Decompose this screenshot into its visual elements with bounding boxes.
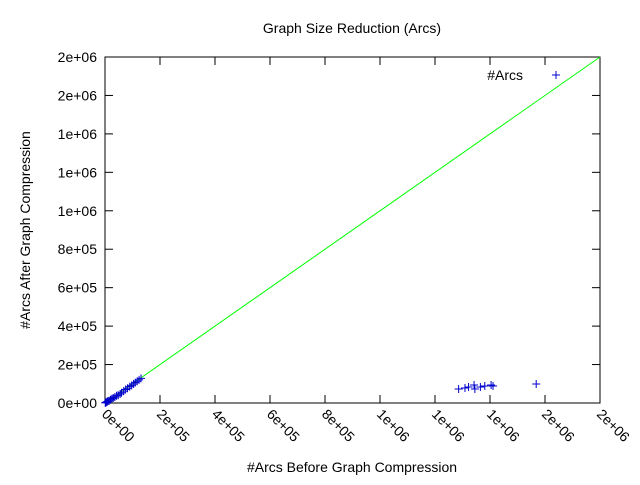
y-tick-label: 1e+06 bbox=[58, 203, 98, 219]
data-point bbox=[489, 382, 498, 391]
data-point bbox=[480, 382, 489, 391]
data-point bbox=[121, 385, 130, 394]
data-point bbox=[476, 383, 485, 392]
legend-marker bbox=[552, 71, 560, 79]
data-point bbox=[487, 381, 496, 390]
data-point bbox=[460, 384, 469, 393]
data-point bbox=[464, 383, 473, 392]
y-tick-label: 2e+05 bbox=[58, 357, 98, 373]
data-point bbox=[103, 397, 112, 406]
y-tick-label: 1e+06 bbox=[58, 126, 98, 142]
y-tick-label: 6e+05 bbox=[58, 280, 98, 296]
data-point bbox=[470, 381, 479, 390]
y-tick-label: 8e+05 bbox=[58, 241, 98, 257]
x-axis-label: #Arcs Before Graph Compression bbox=[247, 459, 457, 475]
data-point bbox=[532, 380, 541, 389]
legend-label: #Arcs bbox=[487, 67, 523, 83]
y-axis-label: #Arcs After Graph Compression bbox=[17, 131, 33, 329]
y-tick-label: 1e+06 bbox=[58, 164, 98, 180]
data-point bbox=[137, 374, 146, 383]
reference-line bbox=[104, 56, 601, 404]
y-tick-label: 2e+06 bbox=[58, 87, 98, 103]
data-point bbox=[135, 375, 144, 384]
y-tick-label: 0e+00 bbox=[58, 395, 98, 411]
plot-border bbox=[104, 56, 601, 404]
data-point bbox=[454, 385, 463, 394]
data-point bbox=[110, 393, 119, 402]
chart-title: Graph Size Reduction (Arcs) bbox=[263, 20, 441, 36]
y-tick-label: 2e+06 bbox=[58, 49, 98, 65]
data-point bbox=[470, 385, 479, 394]
y-tick-label: 4e+05 bbox=[58, 318, 98, 334]
